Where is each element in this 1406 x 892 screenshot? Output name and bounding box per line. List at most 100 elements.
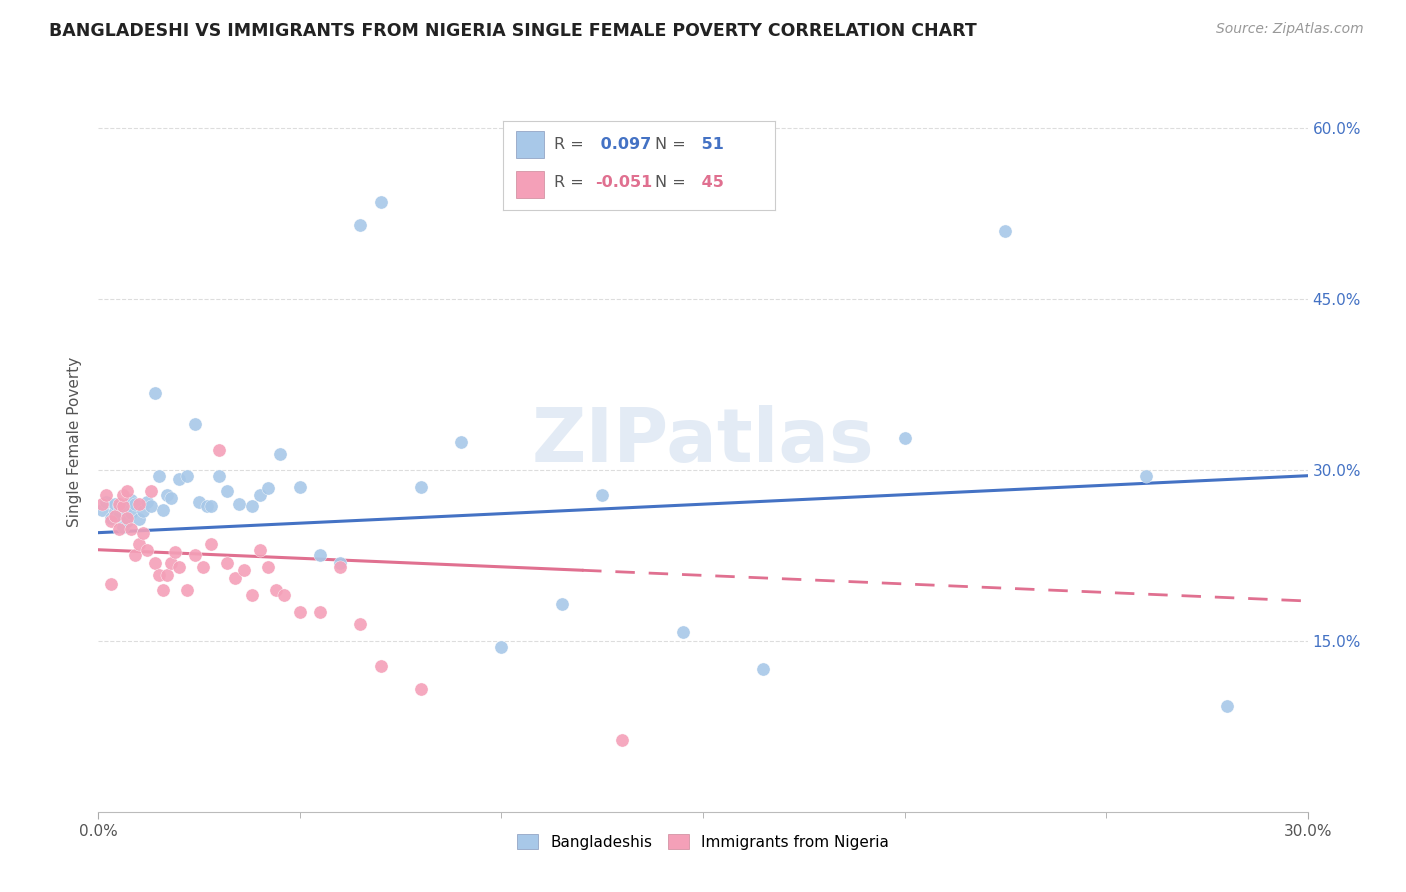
Point: [96, 495, 118, 509]
Point: [100, 511, 122, 525]
Point: [103, 508, 125, 523]
Point: [152, 582, 174, 597]
Point: [139, 500, 162, 514]
Point: [612, 733, 634, 747]
Point: [273, 588, 295, 602]
Point: [128, 497, 150, 511]
Text: N =: N =: [655, 137, 692, 152]
Point: [115, 483, 138, 498]
Point: [103, 504, 125, 518]
Point: [309, 549, 332, 563]
Point: [672, 624, 695, 639]
Point: [240, 588, 263, 602]
Point: [120, 506, 142, 520]
Point: [91, 497, 114, 511]
Point: [143, 385, 166, 400]
Point: [100, 577, 122, 591]
Point: [100, 514, 122, 528]
Point: [228, 497, 250, 511]
Point: [551, 598, 574, 612]
Point: [184, 417, 207, 432]
Point: [148, 468, 170, 483]
Point: [132, 525, 155, 540]
Point: [148, 567, 170, 582]
Y-axis label: Single Female Poverty: Single Female Poverty: [67, 357, 83, 526]
Point: [329, 559, 352, 574]
Point: [752, 662, 775, 676]
Point: [132, 504, 155, 518]
Point: [103, 497, 125, 511]
Point: [91, 503, 114, 517]
Point: [120, 522, 142, 536]
Point: [115, 514, 138, 528]
FancyBboxPatch shape: [516, 131, 544, 158]
Point: [120, 492, 142, 507]
Point: [143, 557, 166, 571]
Point: [107, 500, 129, 514]
Point: [249, 542, 271, 557]
Point: [200, 537, 222, 551]
Point: [309, 606, 332, 620]
Text: BANGLADESHI VS IMMIGRANTS FROM NIGERIA SINGLE FEMALE POVERTY CORRELATION CHART: BANGLADESHI VS IMMIGRANTS FROM NIGERIA S…: [49, 22, 977, 40]
Point: [167, 559, 190, 574]
Point: [135, 495, 157, 509]
Point: [256, 559, 278, 574]
Point: [264, 582, 287, 597]
Text: -0.051: -0.051: [595, 175, 652, 190]
Text: R =: R =: [554, 137, 589, 152]
Point: [591, 488, 613, 502]
Point: [111, 520, 134, 534]
Point: [188, 495, 211, 509]
Point: [160, 491, 183, 506]
Point: [409, 480, 432, 494]
Point: [208, 468, 231, 483]
Point: [107, 522, 129, 536]
Point: [111, 500, 134, 514]
Point: [269, 447, 291, 461]
Point: [994, 224, 1017, 238]
Point: [176, 582, 198, 597]
Text: 0.097: 0.097: [595, 137, 651, 152]
Legend: Bangladeshis, Immigrants from Nigeria: Bangladeshis, Immigrants from Nigeria: [510, 828, 896, 856]
Point: [160, 557, 183, 571]
Point: [208, 442, 231, 457]
Point: [249, 488, 271, 502]
Point: [491, 640, 513, 654]
Point: [195, 500, 218, 514]
Point: [329, 557, 352, 571]
Point: [128, 512, 150, 526]
Point: [288, 606, 311, 620]
Point: [107, 508, 129, 523]
Point: [349, 616, 371, 631]
Point: [240, 500, 263, 514]
Point: [167, 472, 190, 486]
Point: [128, 537, 150, 551]
Point: [256, 481, 278, 495]
Point: [107, 497, 129, 511]
Point: [111, 488, 134, 502]
Point: [288, 480, 311, 494]
Point: [409, 681, 432, 696]
Point: [115, 511, 138, 525]
Point: [1216, 698, 1239, 713]
Point: [232, 563, 254, 577]
Point: [176, 468, 198, 483]
Point: [115, 500, 138, 514]
Point: [217, 483, 239, 498]
Point: [96, 488, 118, 502]
Text: 51: 51: [696, 137, 724, 152]
Point: [370, 195, 392, 210]
Text: 45: 45: [696, 175, 724, 190]
Point: [893, 431, 915, 445]
Point: [139, 483, 162, 498]
Point: [200, 500, 222, 514]
Point: [1135, 468, 1157, 483]
Point: [135, 542, 157, 557]
Point: [156, 567, 179, 582]
Point: [124, 497, 146, 511]
Point: [124, 549, 146, 563]
Point: [163, 545, 186, 559]
Point: [224, 571, 246, 585]
Point: [450, 434, 472, 449]
Point: [217, 557, 239, 571]
